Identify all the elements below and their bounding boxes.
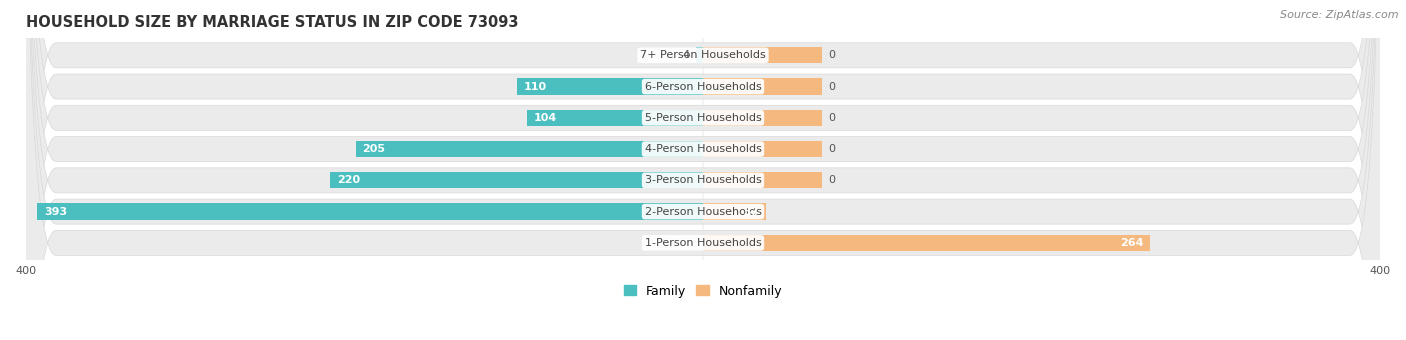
FancyBboxPatch shape	[356, 141, 703, 157]
Text: 205: 205	[363, 144, 385, 154]
Text: 3-Person Households: 3-Person Households	[644, 175, 762, 185]
Text: 4-Person Households: 4-Person Households	[644, 144, 762, 154]
Text: 7+ Person Households: 7+ Person Households	[640, 50, 766, 60]
Text: 104: 104	[534, 113, 557, 123]
Text: 0: 0	[828, 113, 835, 123]
FancyBboxPatch shape	[703, 172, 821, 188]
Text: 5-Person Households: 5-Person Households	[644, 113, 762, 123]
Text: 1-Person Households: 1-Person Households	[644, 238, 762, 248]
FancyBboxPatch shape	[25, 0, 1381, 340]
Text: 4: 4	[682, 50, 689, 60]
Text: 0: 0	[828, 82, 835, 91]
FancyBboxPatch shape	[703, 110, 821, 126]
Text: Source: ZipAtlas.com: Source: ZipAtlas.com	[1281, 10, 1399, 20]
Text: 0: 0	[828, 175, 835, 185]
Text: HOUSEHOLD SIZE BY MARRIAGE STATUS IN ZIP CODE 73093: HOUSEHOLD SIZE BY MARRIAGE STATUS IN ZIP…	[25, 15, 517, 30]
Text: 37: 37	[744, 207, 759, 217]
FancyBboxPatch shape	[25, 0, 1381, 340]
FancyBboxPatch shape	[516, 79, 703, 95]
Text: 2-Person Households: 2-Person Households	[644, 207, 762, 217]
FancyBboxPatch shape	[703, 47, 821, 64]
Text: 0: 0	[828, 144, 835, 154]
Text: 220: 220	[337, 175, 360, 185]
Text: 0: 0	[828, 50, 835, 60]
FancyBboxPatch shape	[25, 0, 1381, 340]
FancyBboxPatch shape	[25, 0, 1381, 340]
FancyBboxPatch shape	[527, 110, 703, 126]
Text: 393: 393	[44, 207, 67, 217]
FancyBboxPatch shape	[696, 47, 703, 64]
Legend: Family, Nonfamily: Family, Nonfamily	[619, 279, 787, 303]
FancyBboxPatch shape	[703, 141, 821, 157]
Text: 264: 264	[1119, 238, 1143, 248]
FancyBboxPatch shape	[25, 0, 1381, 340]
Text: 110: 110	[523, 82, 547, 91]
FancyBboxPatch shape	[703, 235, 1150, 251]
FancyBboxPatch shape	[703, 203, 766, 220]
FancyBboxPatch shape	[25, 0, 1381, 340]
FancyBboxPatch shape	[330, 172, 703, 188]
FancyBboxPatch shape	[703, 79, 821, 95]
FancyBboxPatch shape	[25, 0, 1381, 340]
FancyBboxPatch shape	[38, 203, 703, 220]
Text: 6-Person Households: 6-Person Households	[644, 82, 762, 91]
